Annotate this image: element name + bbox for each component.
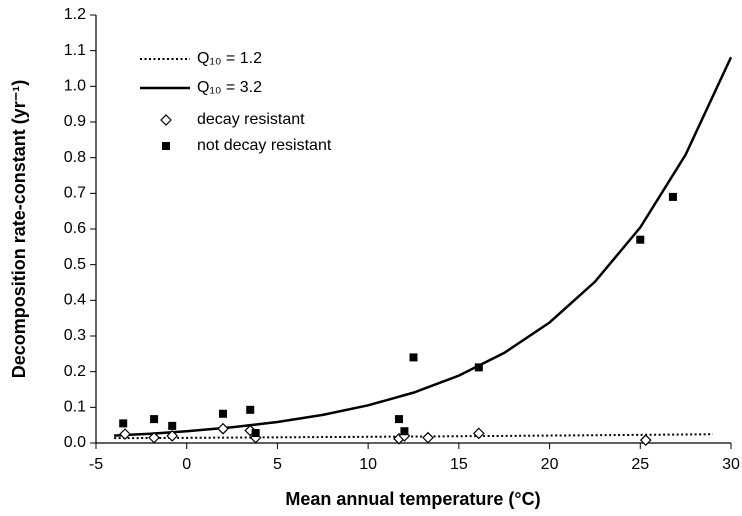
y-tick-label: 1.1 — [64, 42, 86, 59]
x-tick-label: 30 — [722, 456, 740, 473]
data-point — [217, 422, 229, 435]
x-tick-label: 15 — [450, 456, 468, 473]
y-axis-title: Decomposition rate-constant (yr⁻¹) — [9, 80, 29, 379]
y-tick-label: 0.2 — [64, 363, 86, 380]
y-tick-label: 0.6 — [64, 220, 86, 237]
y-tick-label: 0.8 — [64, 149, 86, 166]
x-tick-label: 25 — [631, 456, 649, 473]
fit-line — [114, 433, 713, 440]
x-tick-label: 0 — [182, 456, 191, 473]
y-tick-label: 0.0 — [64, 434, 86, 451]
data-point — [219, 409, 227, 418]
y-tick-label: 0.5 — [64, 256, 86, 273]
y-tick-label: 0.3 — [64, 327, 86, 344]
data-point — [251, 429, 260, 438]
data-point — [119, 428, 131, 440]
data-point — [474, 363, 483, 372]
legend-label: decay resistant — [197, 111, 305, 128]
fit-line — [114, 56, 733, 437]
x-tick-label: 5 — [273, 456, 282, 473]
y-tick-label: 0.4 — [64, 292, 86, 309]
y-tick-label: 0.7 — [64, 185, 86, 202]
x-tick-label: 10 — [359, 456, 377, 473]
y-tick-label: 1.0 — [64, 78, 86, 95]
legend-label: Q₁₀ = 1.2 — [197, 50, 262, 67]
x-tick-label: -5 — [89, 456, 103, 473]
legend-marker — [160, 114, 172, 126]
data-point — [150, 415, 159, 424]
data-point — [166, 430, 179, 442]
data-point — [472, 427, 485, 440]
y-tick-label: 0.1 — [64, 399, 86, 416]
legend-marker — [162, 142, 170, 150]
data-point — [400, 427, 409, 436]
data-point — [639, 434, 652, 446]
data-point — [148, 431, 160, 444]
data-point — [636, 235, 645, 244]
x-axis-title: Mean annual temperature (°C) — [285, 489, 540, 509]
data-point — [246, 405, 255, 414]
data-point — [119, 419, 128, 428]
data-point — [244, 424, 257, 437]
data-point — [394, 415, 403, 424]
data-point — [422, 431, 434, 444]
data-point — [409, 353, 418, 362]
y-tick-label: 0.9 — [64, 113, 86, 130]
x-tick-label: 20 — [541, 456, 559, 473]
y-tick-label: 1.2 — [64, 6, 86, 23]
legend-label: Q₁₀ = 3.2 — [197, 79, 262, 96]
data-point — [168, 421, 177, 430]
data-point — [668, 192, 677, 201]
legend-label: not decay resistant — [197, 137, 332, 154]
